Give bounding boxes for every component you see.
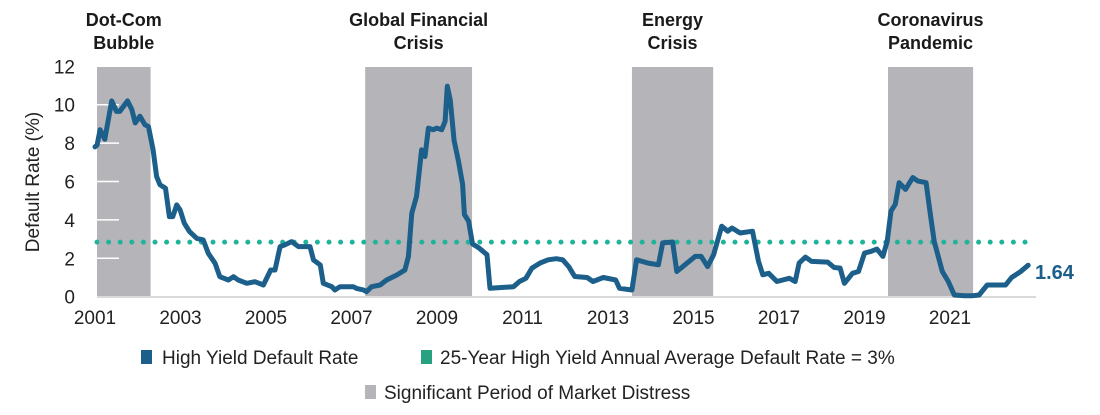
distress-label: Global Financial xyxy=(349,10,488,30)
y-tick-label: 0 xyxy=(64,288,75,309)
high-yield-default-rate-line xyxy=(92,83,1031,299)
legend-label-default-rate: High Yield Default Rate xyxy=(162,348,358,369)
x-tick-label: 2011 xyxy=(502,308,543,329)
y-tick-label: 10 xyxy=(54,96,75,117)
distress-label: Crisis xyxy=(394,33,444,53)
legend-swatch-default-rate xyxy=(141,350,152,364)
legend: High Yield Default Rate 25-Year High Yie… xyxy=(141,348,895,404)
y-tick-label: 12 xyxy=(54,57,75,78)
end-value-label: 1.64 xyxy=(1035,262,1075,284)
legend-label-distress: Significant Period of Market Distress xyxy=(384,383,690,404)
y-tick-label: 4 xyxy=(64,211,75,232)
distress-bands xyxy=(97,67,974,297)
distress-label: Pandemic xyxy=(888,33,973,53)
x-tick-label: 2003 xyxy=(159,308,201,329)
x-tick-label: 2009 xyxy=(416,308,458,329)
y-gridticks xyxy=(97,103,119,260)
x-tick-label: 2001 xyxy=(74,308,116,329)
x-tick-label: 2015 xyxy=(672,308,714,329)
distress-annotations: Dot-Com Bubble Global Financial Crisis Energ… xyxy=(86,10,984,53)
x-tick-label: 2013 xyxy=(587,308,629,329)
distress-band xyxy=(888,67,974,297)
x-tick-label: 2017 xyxy=(758,308,800,329)
distress-label: Bubble xyxy=(93,33,154,53)
legend-swatch-average xyxy=(421,350,432,364)
x-tick-label: 2007 xyxy=(330,308,372,329)
distress-label: Coronavirus xyxy=(878,10,984,30)
x-tick-label: 2021 xyxy=(929,308,971,329)
y-tick-label: 2 xyxy=(64,249,75,270)
legend-label-average: 25-Year High Yield Annual Average Defaul… xyxy=(440,348,895,369)
y-tick-labels: 0 2 4 6 8 10 12 xyxy=(54,57,76,308)
distress-label: Dot-Com xyxy=(86,10,162,30)
x-tick-label: 2005 xyxy=(245,308,287,329)
y-tick-label: 6 xyxy=(64,173,75,194)
legend-swatch-distress xyxy=(365,385,376,399)
y-tick-label: 8 xyxy=(64,134,75,155)
distress-label: Crisis xyxy=(648,33,698,53)
x-tick-labels: 2001 2003 2005 2007 2009 2011 2013 2015 2017 2019… xyxy=(74,308,971,329)
y-axis-label: Default Rate (%) xyxy=(23,112,44,252)
distress-label: Energy xyxy=(642,10,703,30)
x-tick-label: 2019 xyxy=(843,308,885,329)
